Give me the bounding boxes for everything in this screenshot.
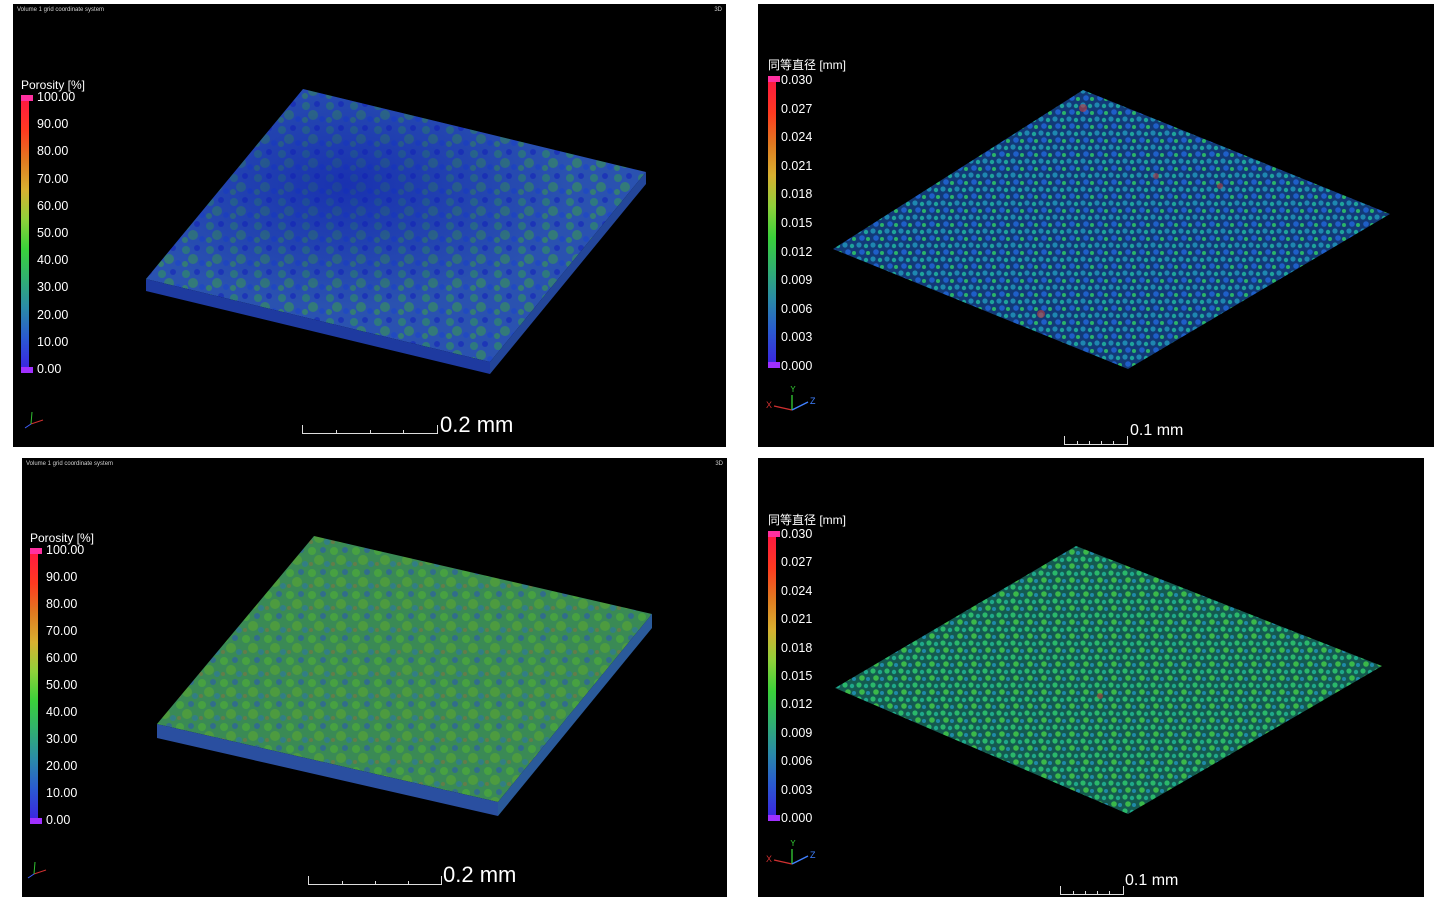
porosity-colorbar (30, 548, 42, 824)
colorbar-tick-label: 80.00 (46, 597, 78, 611)
colorbar-tick-label: 60.00 (46, 651, 78, 665)
porosity-slab-render (157, 536, 652, 816)
axis-triad (27, 861, 47, 879)
legend-title: 同等直径 [mm] (768, 513, 846, 527)
colorbar-tick-label: 50.00 (37, 226, 69, 240)
svg-text:Y: Y (790, 386, 796, 394)
svg-text:Z: Z (810, 396, 816, 406)
colorbar-tick-label: 90.00 (37, 117, 69, 132)
colorbar-tick-label: 0.00 (37, 362, 62, 376)
colorbar-tick-label: 40.00 (46, 705, 78, 719)
svg-text:X: X (766, 400, 772, 410)
colorbar-tick-label: 50.00 (46, 678, 78, 692)
porosity-view-bottom[interactable]: Volume 1 grid coordinate system 3D Poros… (22, 458, 727, 897)
diameter-colorbar (768, 531, 780, 821)
colorbar-tick-label: 0.006 (781, 301, 813, 316)
porosity-slab-render (146, 89, 646, 374)
colorbar-tick-label: 0.012 (781, 697, 813, 712)
scale-label: 0.2 mm (443, 862, 517, 887)
view-mode-label: 3D (715, 461, 723, 467)
colorbar-tick-label: 40.00 (37, 253, 69, 268)
colorbar-tick-label: 0.018 (781, 640, 813, 655)
svg-text:X: X (766, 854, 772, 864)
colorbar-tick-label: 0.030 (781, 73, 813, 87)
colorbar-tick-label: 0.009 (781, 725, 813, 740)
pore-particle-render (833, 90, 1390, 369)
axis-triad: X Y Z (766, 386, 816, 411)
legend-title: 同等直径 [mm] (768, 58, 846, 72)
colorbar-tick-label: 0.018 (781, 187, 813, 202)
colorbar-tick-label: 0.003 (781, 330, 813, 345)
scale-label: 0.1 mm (1125, 872, 1179, 889)
view-mode-label: 3D (714, 7, 722, 13)
colorbar-tick-label: 0.027 (781, 101, 813, 116)
colorbar-tick-label: 60.00 (37, 198, 69, 213)
svg-text:Z: Z (810, 850, 816, 860)
colorbar-tick-label: 10.00 (46, 786, 78, 800)
scale-bar (1064, 436, 1128, 445)
legend-title: Porosity [%] (30, 531, 95, 545)
scale-label: 0.1 mm (1130, 422, 1184, 439)
colorbar-tick-label: 20.00 (46, 759, 78, 773)
colorbar-tick-label: 10.00 (37, 334, 69, 349)
colorbar-tick-label: 0.000 (781, 811, 813, 825)
colorbar-tick-label: 0.009 (781, 273, 813, 288)
panel-header: Volume 1 grid coordinate system (17, 7, 105, 13)
colorbar-tick-label: 0.030 (781, 527, 813, 541)
colorbar-tick-label: 30.00 (46, 732, 78, 746)
panel-header: Volume 1 grid coordinate system (26, 461, 114, 467)
colorbar-tick-label: 0.021 (781, 612, 813, 627)
colorbar-tick-label: 30.00 (37, 280, 69, 295)
legend-title: Porosity [%] (21, 78, 86, 92)
scale-bar (308, 876, 442, 885)
colorbar-tick-label: 100.00 (46, 543, 85, 557)
colorbar-tick-label: 70.00 (37, 171, 69, 186)
porosity-view-top[interactable]: Volume 1 grid coordinate system 3D Poros… (13, 4, 726, 447)
diameter-view-bottom[interactable]: 同等直径 [mm] 0.030 0.027 0.024 0.021 0.018 0.015… (758, 458, 1424, 897)
colorbar-tick-label: 70.00 (46, 624, 78, 638)
colorbar-tick-label: 80.00 (37, 144, 69, 159)
axis-triad (24, 411, 44, 429)
scale-label: 0.2 mm (440, 412, 514, 437)
colorbar-tick-label: 0.015 (781, 216, 813, 230)
pore-particle-render (835, 546, 1382, 814)
porosity-colorbar (21, 95, 33, 373)
scale-bar (302, 425, 438, 434)
colorbar-tick-label: 0.024 (781, 583, 813, 598)
diameter-view-top[interactable]: 同等直径 [mm] 0.030 0.027 0.024 0.021 0.018 0.015… (758, 4, 1434, 447)
svg-text:Y: Y (790, 840, 796, 848)
colorbar-tick-label: 0.027 (781, 555, 813, 570)
axis-triad: X Y Z (766, 840, 816, 865)
colorbar-tick-label: 0.006 (781, 754, 813, 769)
colorbar-tick-label: 0.012 (781, 244, 813, 259)
diameter-colorbar (768, 76, 780, 368)
colorbar-tick-label: 0.000 (781, 359, 813, 373)
scale-bar (1060, 886, 1124, 895)
colorbar-tick-label: 0.00 (46, 813, 71, 827)
colorbar-tick-label: 20.00 (37, 307, 69, 322)
colorbar-tick-label: 0.021 (781, 158, 813, 173)
colorbar-tick-label: 100.00 (37, 90, 76, 104)
colorbar-tick-label: 0.003 (781, 782, 813, 797)
colorbar-tick-label: 0.015 (781, 669, 813, 683)
colorbar-tick-label: 90.00 (46, 570, 78, 584)
colorbar-tick-label: 0.024 (781, 130, 813, 145)
